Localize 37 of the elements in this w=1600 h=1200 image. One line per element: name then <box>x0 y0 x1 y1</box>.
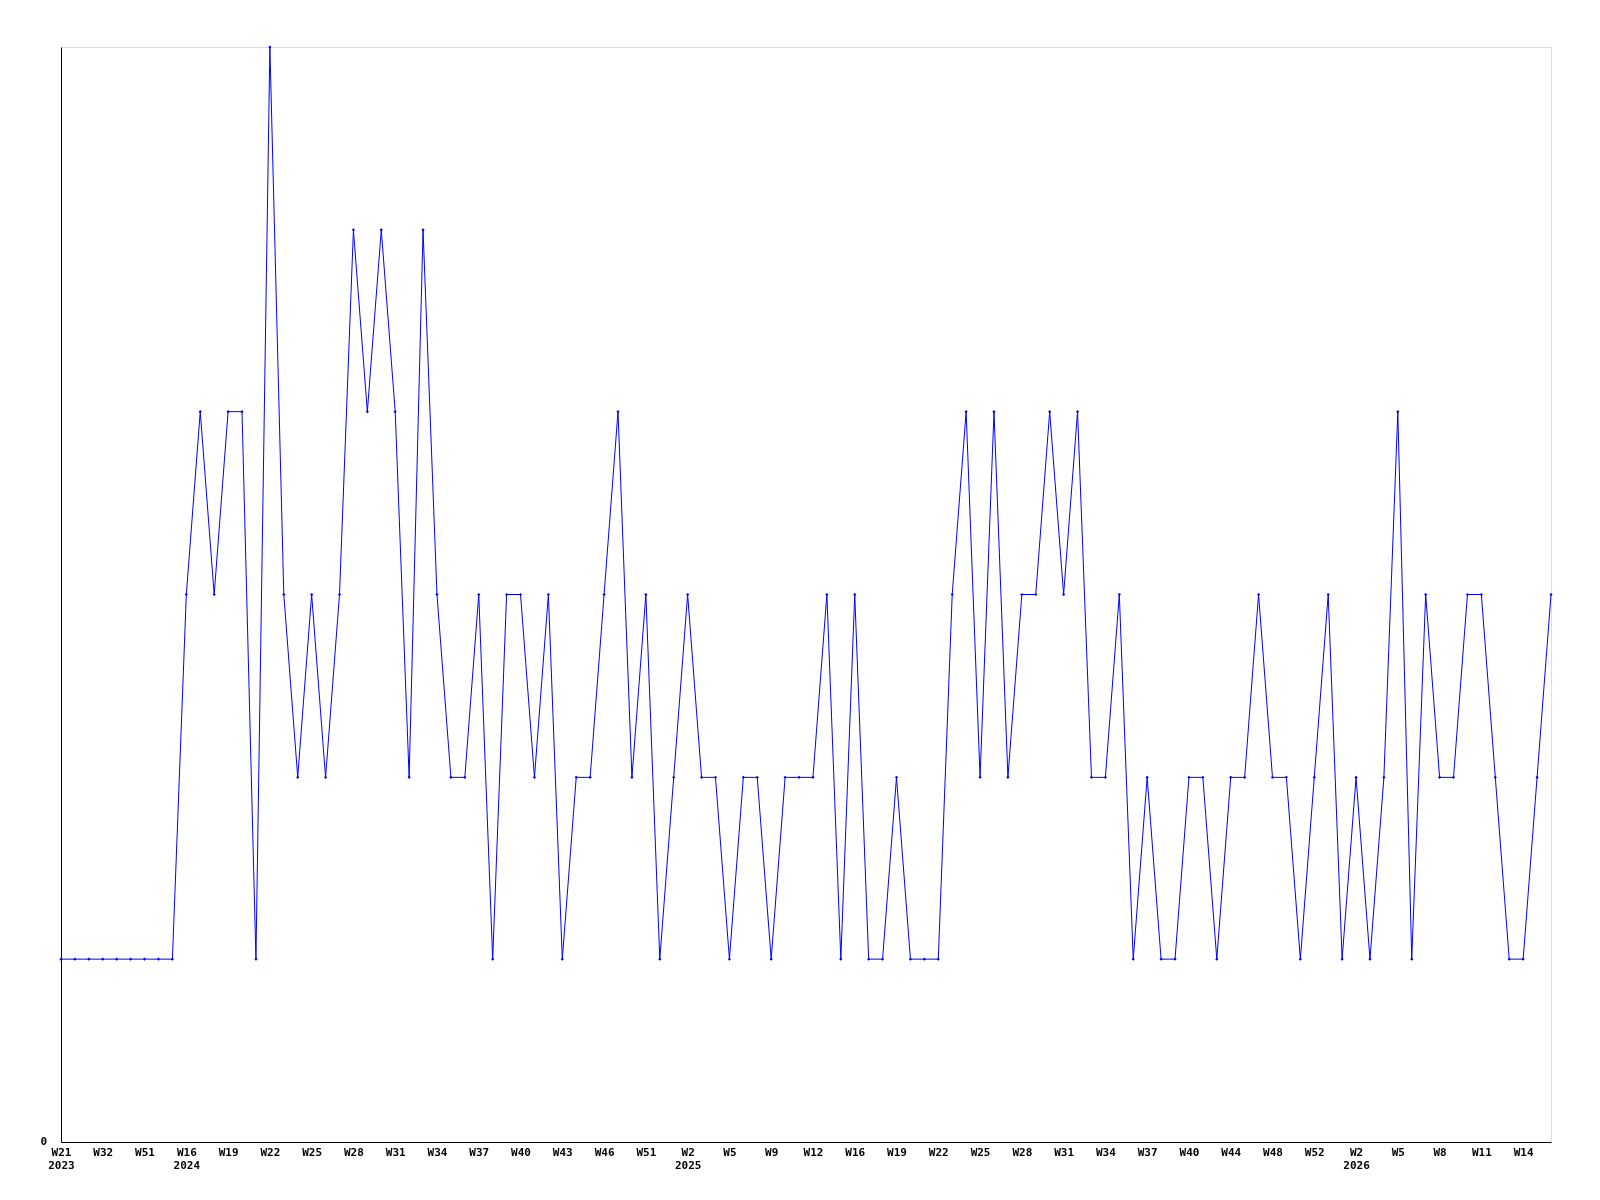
x-tick-label: W44 <box>1221 1145 1242 1159</box>
x-tick-label: W22 <box>260 1145 281 1159</box>
x-tick-label: W34 <box>1095 1145 1117 1159</box>
x-tick-label: W31 <box>1054 1145 1075 1159</box>
x-tick-label: W34 <box>427 1145 448 1159</box>
x-tick-label: W32 <box>93 1145 114 1159</box>
x-tick-label: W5 <box>723 1145 737 1159</box>
x-tick-label: W51 <box>135 1145 156 1159</box>
x-tick-label: W37 <box>469 1145 490 1159</box>
x-tick-label: W28 <box>1012 1145 1033 1159</box>
x-tick-label: W9 <box>765 1145 779 1159</box>
text: 0 <box>40 1135 47 1148</box>
x-tick-label: W2 2025 <box>674 1145 702 1172</box>
x-tick-label: W51 <box>636 1145 657 1159</box>
x-tick-label: W31 <box>385 1145 407 1159</box>
x-tick-label: W8 <box>1433 1145 1447 1159</box>
x-tick-label: W52 <box>1304 1145 1325 1159</box>
x-tick-label: W46 <box>594 1145 615 1159</box>
x-tick-label: W16 2024 <box>173 1145 201 1172</box>
x-tick-label: W21 2023 <box>48 1145 75 1172</box>
x-tick-label: W28 <box>343 1145 364 1159</box>
x-tick-label: W43 <box>552 1145 573 1159</box>
x-tick-label: W12 <box>803 1145 824 1159</box>
x-tick-label: W19 <box>218 1145 239 1159</box>
x-tick-label: W2 2026 <box>1343 1145 1371 1172</box>
x-tick-label: W37 <box>1137 1145 1158 1159</box>
x-tick-label: W19 <box>887 1145 907 1159</box>
x-tick-label: W14 <box>1513 1145 1534 1159</box>
x-tick-label: W16 <box>845 1145 866 1159</box>
x-tick-label: W40 <box>1179 1145 1200 1159</box>
x-tick-label: W22 <box>928 1145 949 1159</box>
x-tick-label: W25 <box>970 1145 991 1159</box>
x-tick-label: W11 <box>1471 1145 1493 1159</box>
x-tick-label: W48 <box>1263 1145 1283 1159</box>
x-tick-label: W25 <box>302 1145 323 1159</box>
x-tick-label: W5 <box>1391 1145 1405 1159</box>
x-tick-label: W40 <box>511 1145 531 1159</box>
